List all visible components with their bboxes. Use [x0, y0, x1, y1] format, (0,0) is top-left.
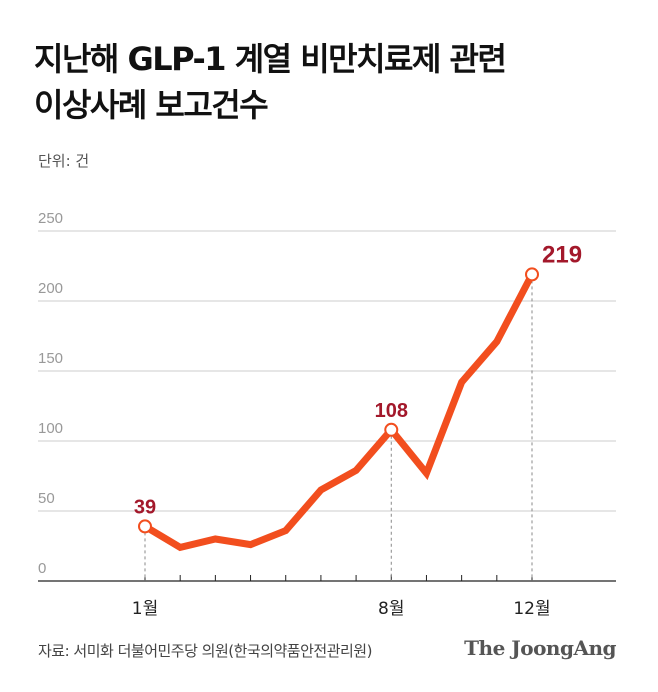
data-label: 39: [134, 496, 156, 518]
title-line-2: 이상사례 보고건수: [34, 86, 269, 124]
y-tick-label: 150: [38, 350, 63, 367]
y-tick-label: 50: [38, 490, 55, 507]
y-tick-label: 250: [38, 210, 63, 227]
data-label: 219: [542, 241, 582, 268]
series-line: [143, 272, 536, 552]
data-label: 108: [375, 400, 408, 422]
chart-title: 지난해 GLP-1 계열 비만치료제 관련 이상사례 보고건수: [34, 36, 507, 128]
x-tick-label: 8월: [378, 599, 404, 619]
highlight-marker: [525, 267, 539, 282]
highlight-marker: [138, 519, 152, 534]
unit-label: 단위: 건: [38, 152, 90, 170]
x-tick-label: 12월: [513, 599, 550, 619]
source-note: 자료: 서미화 더불어민주당 의원(한국의약품안전관리원): [38, 642, 372, 660]
x-tick-label: 1월: [132, 599, 158, 619]
y-tick-label: 100: [38, 420, 63, 437]
y-tick-label: 200: [38, 280, 63, 297]
publisher-logo: The JoongAng: [464, 636, 616, 660]
title-line-1: 지난해 GLP-1 계열 비만치료제 관련: [34, 40, 507, 78]
highlight-marker: [384, 422, 399, 437]
y-tick-label: 0: [38, 560, 46, 577]
